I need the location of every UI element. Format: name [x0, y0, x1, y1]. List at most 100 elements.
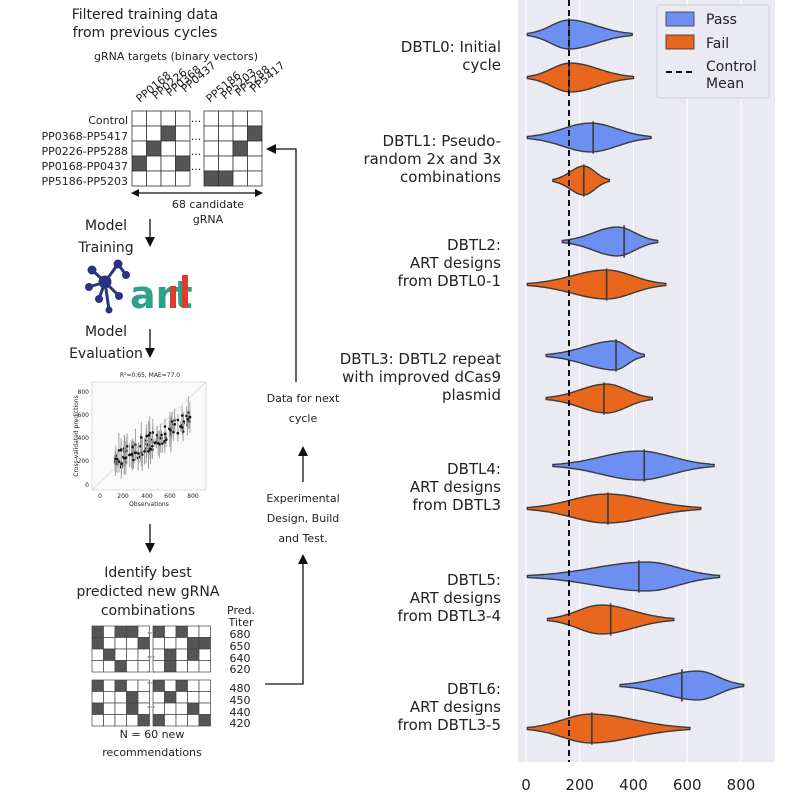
experimental-line-3: and Test.	[278, 532, 327, 545]
violin-pass	[526, 122, 652, 153]
identify-line-3: combinations	[101, 603, 195, 619]
scatter-point	[153, 441, 157, 445]
grid-cell	[91, 714, 104, 727]
grid-cell	[175, 140, 191, 157]
scatter-point	[148, 447, 152, 451]
grid-cell	[203, 170, 219, 187]
grid-cell	[103, 637, 116, 650]
data-next-line-2: cycle	[289, 412, 318, 425]
recommend-line-1: N = 60 new	[120, 728, 185, 741]
scatter-point	[186, 417, 190, 421]
grid-cell	[146, 140, 162, 157]
scatter-point	[145, 434, 148, 438]
grid-cell	[247, 170, 263, 187]
experimental-line-1: Experimental	[266, 492, 339, 505]
grid-cell	[187, 660, 200, 673]
art-logo: art	[85, 259, 193, 317]
grid-cell	[175, 155, 191, 172]
x-tick-label: 800	[727, 776, 756, 794]
grid-cell	[218, 170, 234, 187]
grid-cell	[164, 648, 177, 661]
scatter-tick: 0	[98, 493, 102, 500]
scatter-tick: 400	[78, 435, 90, 442]
grid-cell	[91, 637, 104, 650]
scatter-tick: 800	[78, 389, 90, 396]
experimental-line-2: Design, Build	[267, 512, 340, 525]
grid-cell	[175, 660, 188, 673]
violin-pass	[526, 561, 721, 592]
data-next-line-1: Data for next	[267, 392, 340, 405]
grid-cell	[126, 637, 139, 650]
legend-label-pass: Pass	[706, 12, 737, 28]
grid-cell	[103, 660, 116, 673]
scatter-point	[170, 420, 174, 423]
x-tick-labels: 0 200 400 600 800	[521, 776, 755, 794]
grid-cell	[126, 714, 139, 727]
category-label: ART designs	[410, 589, 501, 607]
grid-cell	[146, 155, 162, 172]
grid-ellipsis: ···	[191, 115, 202, 128]
grid-cell	[218, 155, 234, 172]
grid-cell	[164, 660, 177, 673]
model-training-line-2: Training	[77, 240, 133, 256]
grid-cell	[146, 125, 162, 142]
cross-validation-scatter: R²=0.65, MAE=77.0 0 200 400 600 800 0 20…	[73, 372, 207, 508]
grid-cell	[187, 648, 200, 661]
category-label: ART designs	[410, 254, 501, 272]
grid-cell	[164, 702, 177, 715]
loop-connector	[266, 144, 297, 382]
grid-cell	[175, 679, 188, 692]
grid-cell	[232, 140, 248, 157]
grid-cell	[114, 691, 127, 704]
grid-cell	[152, 691, 165, 704]
row-labels: Control PP0368-PP5417 PP0226-PP5288 PP01…	[42, 114, 129, 188]
scatter-point	[173, 423, 177, 426]
scatter-point	[163, 440, 166, 443]
scatter-point	[114, 457, 117, 461]
grid-cell	[203, 110, 219, 127]
grid-cell	[114, 648, 127, 661]
grid-cell	[187, 691, 200, 704]
grid-cell	[247, 125, 263, 142]
row-label-control: Control	[88, 114, 128, 127]
titer-value: 620	[230, 663, 251, 676]
category-label: combinations	[400, 168, 501, 186]
category-label: cycle	[462, 56, 501, 74]
grid-cell	[91, 702, 104, 715]
model-training-line-1: Model	[85, 218, 127, 234]
grid-cell	[146, 110, 162, 127]
grid-cell	[187, 714, 200, 727]
scatter-point	[132, 458, 135, 462]
grid-cell	[203, 155, 219, 172]
grid-cell	[126, 702, 139, 715]
grid-cell	[103, 702, 116, 715]
grid-cell	[198, 679, 211, 692]
grid-cell	[198, 637, 211, 650]
grid-cell	[164, 637, 177, 650]
grid-cell	[175, 691, 188, 704]
grid-cell	[114, 714, 127, 727]
violin-pass	[526, 19, 633, 50]
grid-cell	[232, 170, 248, 187]
grid-cell	[152, 714, 165, 727]
grid-cell	[218, 140, 234, 157]
scatter-point	[128, 453, 131, 457]
legend-label-fail: Fail	[706, 36, 729, 52]
grid-ellipsis: ···	[147, 679, 156, 689]
category-label: DBTL5:	[447, 571, 501, 589]
scatter-point	[120, 462, 123, 465]
workflow-title-line-2: from previous cycles	[73, 25, 218, 41]
arrowhead-right	[255, 189, 263, 197]
grid-cell	[198, 714, 211, 727]
grid-cell	[187, 679, 200, 692]
scatter-title: R²=0.65, MAE=77.0	[120, 372, 180, 379]
scatter-point	[124, 456, 128, 460]
category-label: DBTL0: Initial	[401, 38, 501, 56]
grid-cell	[247, 155, 263, 172]
category-label: from DBTL3-5	[397, 716, 501, 734]
grid-cell	[114, 625, 127, 638]
grid-cell	[91, 625, 104, 638]
